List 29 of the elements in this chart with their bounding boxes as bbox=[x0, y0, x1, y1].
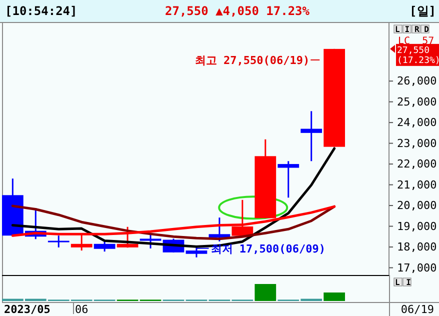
text: 06 bbox=[75, 303, 88, 316]
annotation: 최저 17,500(06/09) bbox=[210, 242, 326, 256]
text: [일] bbox=[410, 4, 436, 18]
candlestick bbox=[300, 110, 322, 162]
chart-title: [10:54:24] bbox=[5, 4, 78, 18]
candlestick bbox=[278, 160, 300, 198]
y-tick-label: 17,000 bbox=[397, 261, 437, 274]
text: 27,550 (17.23%) bbox=[397, 46, 439, 66]
chart-subtitle: 27,550 ▲4,050 17.23% bbox=[165, 4, 310, 18]
y-tick-label: 26,000 bbox=[397, 74, 437, 88]
candlestick bbox=[94, 240, 116, 252]
candlestick bbox=[48, 234, 70, 248]
y-tick-label: 25,000 bbox=[397, 95, 437, 108]
text: 2023/05 bbox=[4, 303, 50, 316]
bar bbox=[254, 284, 276, 301]
y-tick-label: 23,000 bbox=[397, 136, 437, 150]
text: LC 57 bbox=[398, 36, 434, 47]
y-tick-label: 22,000 bbox=[397, 158, 437, 171]
y-tick-label: 18,000 bbox=[397, 240, 437, 254]
annotation: 최고 27,550(06/19) bbox=[194, 54, 310, 67]
y-tick-label: 19,000 bbox=[397, 220, 437, 233]
candlestick bbox=[208, 216, 230, 242]
y-tick-label: 24,000 bbox=[397, 116, 437, 130]
y-tick-label: 21,000 bbox=[397, 178, 437, 192]
text: 06/19 bbox=[400, 303, 434, 316]
bar bbox=[324, 292, 345, 301]
candlestick bbox=[186, 246, 208, 258]
y-tick-label: 20,000 bbox=[397, 199, 437, 212]
candlestick bbox=[140, 234, 162, 250]
